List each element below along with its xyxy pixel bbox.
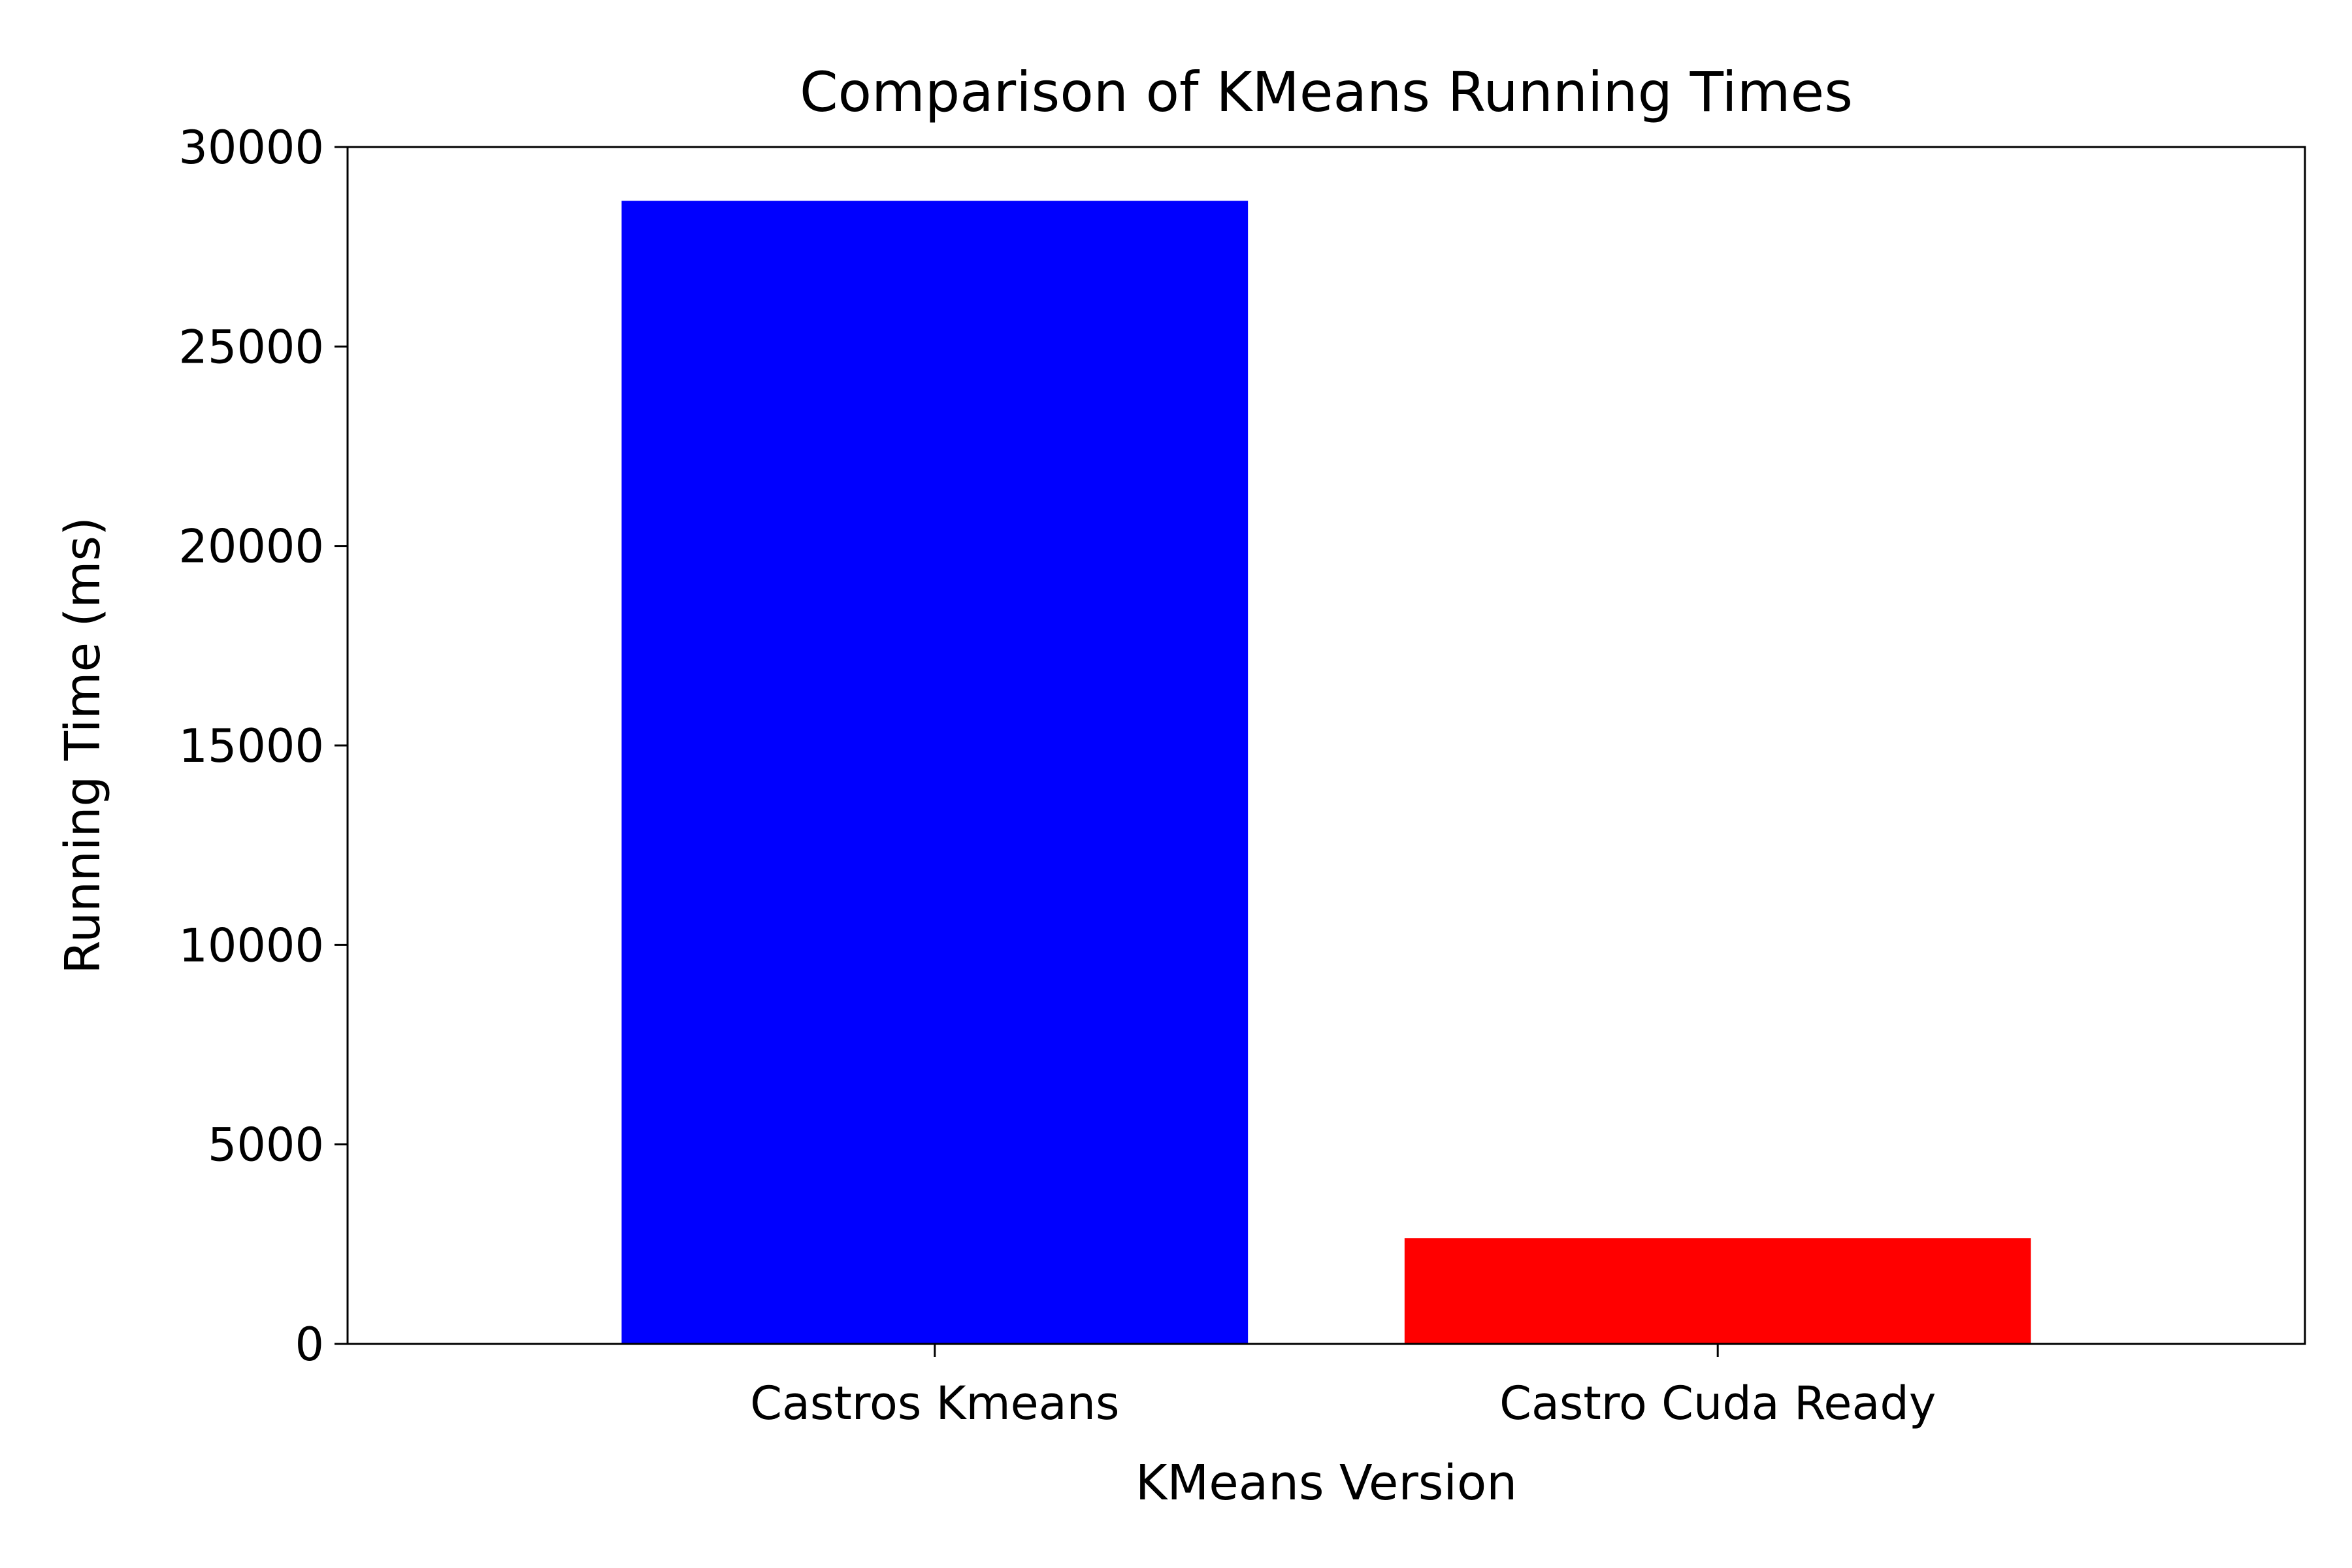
y-tick-label: 5000 bbox=[208, 1119, 324, 1172]
y-tick-label: 10000 bbox=[178, 919, 324, 972]
chart-title: Comparison of KMeans Running Times bbox=[800, 60, 1853, 124]
x-tick-label: Castro Cuda Ready bbox=[1499, 1377, 1936, 1430]
y-axis-label: Running Time (ms) bbox=[55, 517, 111, 974]
x-axis-ticks: Castros Kmeans Castro Cuda Ready bbox=[750, 1344, 1936, 1430]
bar-castro-cuda-ready bbox=[1404, 1238, 2031, 1344]
y-tick-label: 20000 bbox=[178, 520, 324, 574]
bars-group bbox=[621, 201, 2031, 1345]
y-axis-ticks: 0 5000 10000 15000 20000 25000 30000 bbox=[178, 121, 348, 1371]
y-tick-label: 15000 bbox=[178, 719, 324, 773]
bar-castros-kmeans bbox=[621, 201, 1249, 1345]
x-tick-label: Castros Kmeans bbox=[750, 1377, 1119, 1430]
plot-frame bbox=[346, 146, 2306, 1345]
y-tick-label: 30000 bbox=[178, 121, 324, 174]
y-tick-label: 25000 bbox=[178, 320, 324, 374]
x-axis-label: KMeans Version bbox=[1135, 1455, 1517, 1511]
y-tick-label: 0 bbox=[295, 1318, 324, 1371]
